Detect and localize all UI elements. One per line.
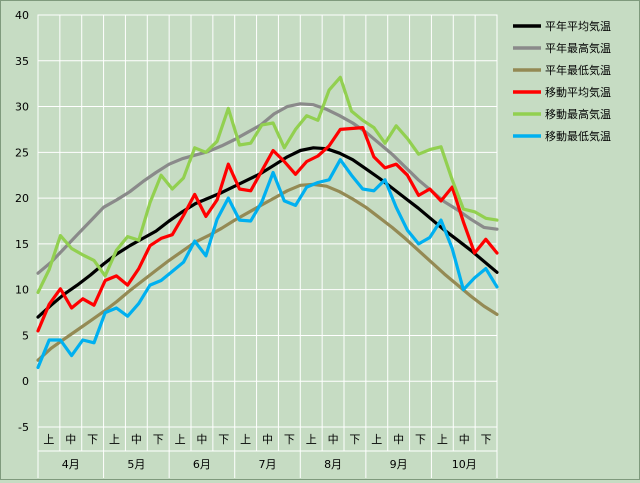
- y-tick-label: -5: [18, 421, 29, 434]
- decade-label: 中: [65, 433, 76, 446]
- series-line-4: [36, 75, 499, 294]
- decade-label: 下: [415, 433, 426, 446]
- decade-label: 下: [218, 433, 229, 446]
- y-tick-label: 0: [22, 375, 29, 388]
- series-line-1: [36, 102, 499, 275]
- decade-label: 中: [196, 433, 207, 446]
- decade-label: 下: [153, 433, 164, 446]
- series-line-2: [36, 182, 499, 362]
- plot-area: [37, 14, 498, 428]
- legend-label-4: 移動最高気温: [545, 107, 611, 121]
- decade-label: 中: [393, 433, 404, 446]
- y-tick-label: 15: [15, 238, 29, 251]
- legend-label-5: 移動最低気温: [545, 129, 611, 143]
- decade-label: 中: [328, 433, 339, 446]
- legend-label-0: 平年平均気温: [545, 19, 611, 33]
- month-label: 4月: [62, 458, 80, 471]
- decade-label: 上: [371, 433, 382, 446]
- decade-label: 上: [175, 433, 186, 446]
- month-label: 5月: [127, 458, 145, 471]
- decade-label: 下: [284, 433, 295, 446]
- series-line-5: [36, 158, 499, 370]
- decade-label: 下: [87, 433, 98, 446]
- y-tick-label: 5: [22, 329, 29, 342]
- decade-label: 上: [437, 433, 448, 446]
- y-tick-label: 10: [15, 284, 29, 297]
- decade-label: 中: [262, 433, 273, 446]
- y-tick-label: 25: [15, 146, 29, 159]
- legend-label-1: 平年最高気温: [545, 41, 611, 55]
- month-label: 7月: [259, 458, 277, 471]
- y-tick-label: 35: [15, 55, 29, 68]
- y-tick-label: 40: [15, 9, 29, 22]
- decade-label: 中: [459, 433, 470, 446]
- month-label: 9月: [390, 458, 408, 471]
- y-tick-label: 20: [15, 192, 29, 205]
- legend-label-3: 移動平均気温: [545, 85, 611, 99]
- y-tick-label: 30: [15, 101, 29, 114]
- decade-label: 中: [131, 433, 142, 446]
- decade-label: 下: [481, 433, 492, 446]
- decade-label: 上: [43, 433, 54, 446]
- month-label: 6月: [193, 458, 211, 471]
- decade-label: 下: [349, 433, 360, 446]
- month-label: 8月: [324, 458, 342, 471]
- legend-label-2: 平年最低気温: [545, 63, 611, 77]
- decade-label: 上: [109, 433, 120, 446]
- decade-label: 上: [240, 433, 251, 446]
- month-label: 10月: [452, 458, 477, 471]
- decade-label: 上: [306, 433, 317, 446]
- series-line-3: [36, 125, 499, 333]
